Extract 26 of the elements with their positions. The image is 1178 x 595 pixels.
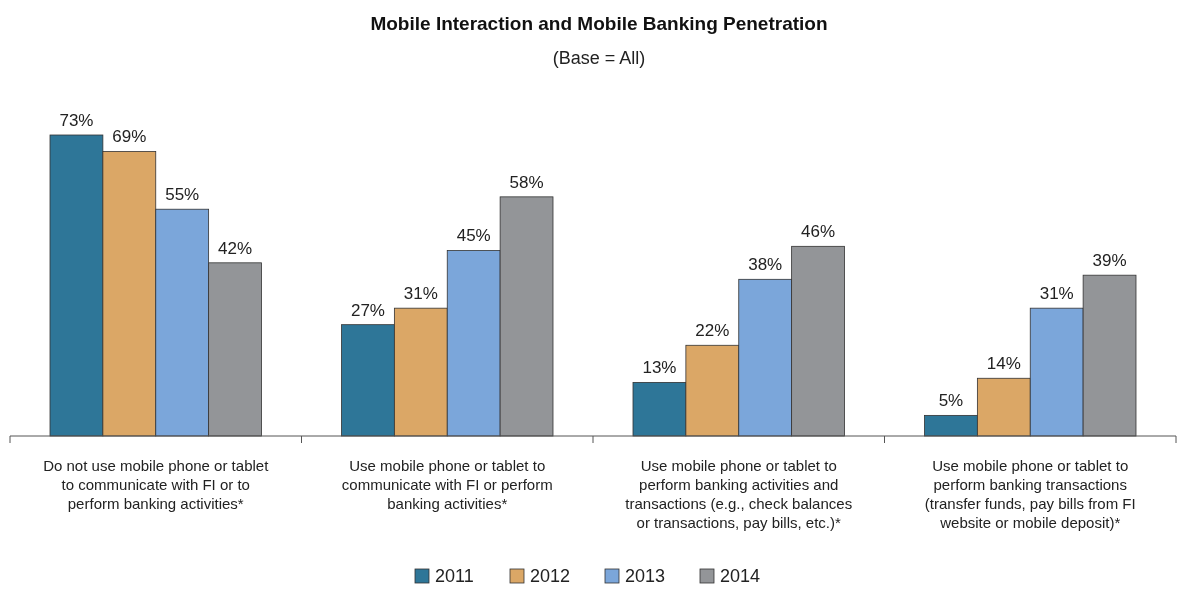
legend-label: 2014 (720, 566, 761, 586)
data-label: 13% (642, 358, 677, 378)
data-label: 5% (938, 391, 964, 411)
data-label: 69% (112, 127, 147, 147)
data-label: 39% (1092, 251, 1127, 271)
chart-subtitle: (Base = All) (552, 48, 646, 68)
legend-label: 2012 (530, 566, 571, 586)
data-label: 22% (695, 321, 730, 341)
data-label: 46% (801, 222, 836, 242)
data-label: 27% (350, 300, 385, 320)
legend-label: 2013 (625, 566, 666, 586)
x-tick-label: Use mobile phone or tablet to perform banking transactions (transfer funds, pay bills from FI website or mobile deposit)* (924, 457, 1136, 531)
legend-label: 2011 (435, 566, 474, 586)
data-label: 58% (509, 172, 544, 192)
data-label: 55% (165, 185, 200, 205)
data-label: 38% (748, 255, 783, 275)
data-label: 31% (403, 284, 438, 304)
data-label: 31% (1039, 284, 1074, 304)
data-label: 45% (456, 226, 491, 246)
data-label: 73% (59, 111, 94, 130)
chart-title: Mobile Interaction and Mobile Banking Penetration (370, 13, 828, 34)
x-tick-label: Do not use mobile phone or tablet to communicate with FI or to perform banking activities* (43, 457, 270, 512)
data-label: 14% (986, 354, 1021, 374)
data-label: 42% (218, 238, 253, 258)
x-tick-label: Use mobile phone or tablet to communicate with FI or perform banking activities* (341, 457, 553, 512)
x-tick-label: Use mobile phone or tablet to perform banking activities and transactions (e.g., check balances or transactions, pay bills, etc.)* (625, 457, 853, 531)
